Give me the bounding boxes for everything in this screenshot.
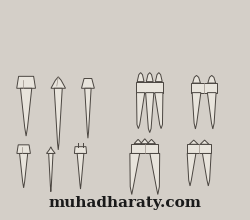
Polygon shape [136, 82, 163, 93]
Polygon shape [190, 140, 198, 144]
Text: muhadharaty.com: muhadharaty.com [48, 196, 202, 210]
Polygon shape [150, 153, 160, 194]
Polygon shape [146, 93, 154, 133]
Polygon shape [187, 144, 211, 153]
Polygon shape [132, 144, 158, 153]
Polygon shape [136, 93, 145, 129]
Polygon shape [148, 139, 156, 144]
Polygon shape [137, 73, 144, 82]
Polygon shape [141, 139, 149, 144]
Polygon shape [20, 88, 32, 136]
Polygon shape [82, 79, 94, 88]
Polygon shape [200, 140, 209, 144]
Polygon shape [155, 93, 163, 129]
Polygon shape [208, 75, 216, 83]
Polygon shape [134, 139, 142, 144]
Polygon shape [187, 153, 196, 186]
Polygon shape [77, 153, 84, 189]
Polygon shape [17, 145, 30, 153]
Polygon shape [74, 147, 86, 153]
Polygon shape [156, 73, 162, 82]
Polygon shape [146, 73, 153, 82]
Polygon shape [130, 153, 140, 194]
Polygon shape [192, 93, 201, 129]
Polygon shape [46, 147, 55, 153]
Polygon shape [49, 153, 53, 192]
Polygon shape [20, 153, 28, 188]
Polygon shape [192, 83, 217, 93]
Polygon shape [207, 93, 216, 129]
Polygon shape [54, 88, 62, 150]
Polygon shape [85, 88, 91, 138]
Polygon shape [51, 77, 66, 88]
Polygon shape [192, 75, 200, 83]
Polygon shape [202, 153, 211, 186]
Polygon shape [17, 76, 36, 88]
